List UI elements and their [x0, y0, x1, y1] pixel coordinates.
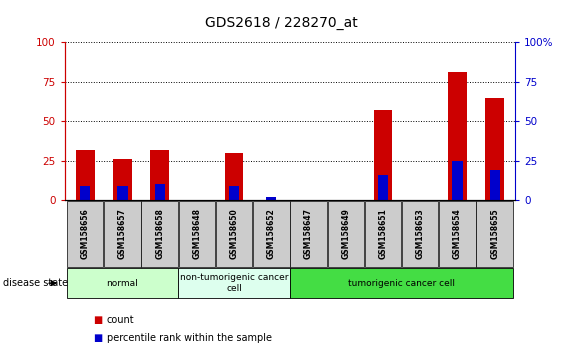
Bar — [66, 268, 178, 298]
Text: GSM158655: GSM158655 — [490, 208, 499, 259]
Text: percentile rank within the sample: percentile rank within the sample — [107, 333, 272, 343]
Bar — [229, 186, 239, 200]
Bar — [266, 197, 276, 200]
Text: GSM158649: GSM158649 — [341, 208, 350, 259]
Text: GSM158650: GSM158650 — [230, 208, 239, 259]
Bar — [291, 201, 327, 267]
Text: GSM158647: GSM158647 — [304, 208, 313, 259]
Bar — [439, 201, 476, 267]
Bar — [76, 150, 95, 200]
Bar — [485, 98, 504, 200]
Bar — [253, 201, 289, 267]
Bar — [225, 153, 243, 200]
Bar — [113, 159, 132, 200]
Text: GSM158651: GSM158651 — [378, 208, 387, 259]
Text: disease state: disease state — [3, 278, 68, 288]
Bar — [117, 186, 128, 200]
Bar — [178, 268, 290, 298]
Bar — [328, 201, 364, 267]
Text: GSM158653: GSM158653 — [415, 208, 425, 259]
Text: GSM158658: GSM158658 — [155, 208, 164, 259]
Text: GSM158654: GSM158654 — [453, 208, 462, 259]
Bar — [216, 201, 252, 267]
Bar — [490, 170, 500, 200]
Text: ■: ■ — [93, 333, 102, 343]
Text: tumorigenic cancer cell: tumorigenic cancer cell — [348, 279, 455, 288]
Bar — [365, 201, 401, 267]
Bar — [448, 73, 467, 200]
Text: normal: normal — [106, 279, 138, 288]
Bar — [476, 201, 513, 267]
Bar — [452, 161, 463, 200]
Text: count: count — [107, 315, 135, 325]
Bar — [155, 184, 165, 200]
Text: GSM158652: GSM158652 — [267, 208, 276, 259]
Text: non-tumorigenic cancer
cell: non-tumorigenic cancer cell — [180, 274, 288, 293]
Text: GSM158648: GSM158648 — [193, 208, 202, 259]
Bar — [104, 201, 141, 267]
Bar — [402, 201, 439, 267]
Text: GSM158657: GSM158657 — [118, 208, 127, 259]
Bar — [290, 268, 513, 298]
Text: ■: ■ — [93, 315, 102, 325]
Bar — [67, 201, 104, 267]
Bar — [80, 186, 90, 200]
Bar — [141, 201, 178, 267]
Bar — [378, 175, 388, 200]
Text: GSM158656: GSM158656 — [81, 208, 90, 259]
Text: GDS2618 / 228270_at: GDS2618 / 228270_at — [205, 16, 358, 30]
Bar — [374, 110, 392, 200]
Bar — [150, 150, 169, 200]
Bar — [178, 201, 215, 267]
